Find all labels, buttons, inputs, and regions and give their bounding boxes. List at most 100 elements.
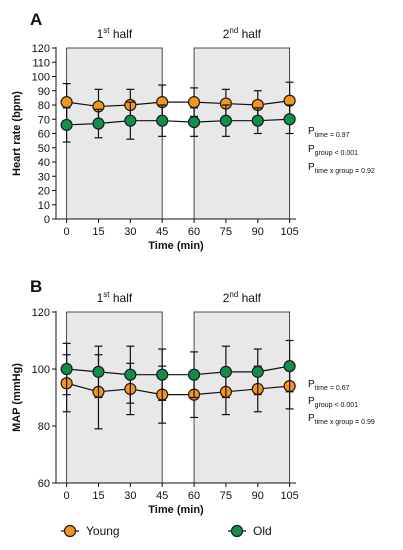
p-value: Ptime = 0.97 <box>308 126 350 139</box>
x-tick-label: 30 <box>124 226 136 238</box>
x-tick-label: 105 <box>280 226 298 238</box>
data-point <box>187 96 201 109</box>
p-result: = 0.99 <box>353 419 375 426</box>
y-tick-label: 90 <box>38 86 50 98</box>
x-tick-label: 90 <box>252 226 264 238</box>
x-axis-title: Time (min) <box>148 240 204 252</box>
data-point <box>60 362 73 376</box>
data-point <box>124 368 137 381</box>
p-value: Ptime x group = 0.99 <box>308 413 375 426</box>
data-point <box>219 365 233 378</box>
p-value: Ptime x group = 0.92 <box>308 162 375 175</box>
series-old <box>60 101 296 143</box>
panel-label: A <box>30 10 42 29</box>
legend-marker <box>63 524 77 538</box>
p-value: Pgroup < 0.001 <box>308 396 358 409</box>
half-word: half <box>238 27 261 41</box>
data-point <box>283 360 296 373</box>
half-word: half <box>238 291 261 305</box>
p-subscript: time x group <box>315 168 354 175</box>
y-tick-label: 70 <box>38 114 50 126</box>
y-tick-label: 0 <box>44 214 50 226</box>
half-number: 2 <box>223 291 230 305</box>
y-tick-label: 100 <box>32 364 50 376</box>
half-label: 1st half <box>97 26 133 41</box>
data-point <box>251 365 264 378</box>
half-ordinal: nd <box>229 26 238 35</box>
y-tick-label: 80 <box>38 421 50 433</box>
data-point <box>156 114 169 127</box>
p-symbol: P <box>308 162 315 173</box>
legend-marker <box>230 524 244 538</box>
p-symbol: P <box>308 126 315 137</box>
x-tick-label: 90 <box>252 490 264 502</box>
half-shade <box>66 311 163 484</box>
p-symbol: P <box>308 396 315 407</box>
x-tick-label: 45 <box>156 226 168 238</box>
x-tick-label: 75 <box>220 226 232 238</box>
p-value: Pgroup < 0.001 <box>308 144 358 157</box>
p-subscript: group <box>315 150 333 157</box>
data-point <box>156 368 169 381</box>
data-point <box>187 368 201 381</box>
p-subscript: time <box>315 385 328 392</box>
data-point <box>60 118 73 132</box>
x-tick-label: 75 <box>220 490 232 502</box>
y-tick-label: 30 <box>38 171 50 183</box>
p-result: = 0.97 <box>328 132 350 139</box>
data-point <box>251 114 264 127</box>
y-tick-label: 100 <box>32 72 50 84</box>
y-tick-label: 80 <box>38 100 50 112</box>
x-tick-label: 45 <box>156 490 168 502</box>
y-tick-label: 120 <box>32 43 50 55</box>
p-subscript: time <box>315 132 328 139</box>
p-result: = 0.92 <box>353 168 375 175</box>
half-ordinal: st <box>103 26 110 35</box>
x-tick-label: 60 <box>188 226 200 238</box>
p-subscript: group <box>315 402 333 409</box>
half-label: 1st half <box>97 290 133 305</box>
y-tick-label: 20 <box>38 186 50 198</box>
x-tick-label: 30 <box>124 490 136 502</box>
y-tick-label: 110 <box>32 57 50 69</box>
y-axis-title: Heart rate (bpm) <box>11 91 23 176</box>
half-shade <box>66 47 163 220</box>
y-tick-label: 120 <box>32 307 50 319</box>
y-tick-label: 40 <box>38 157 50 169</box>
data-point <box>60 96 73 109</box>
half-number: 2 <box>223 27 230 41</box>
half-ordinal: nd <box>229 290 238 299</box>
half-ordinal: st <box>103 290 110 299</box>
data-point <box>219 114 233 127</box>
y-tick-label: 60 <box>38 478 50 490</box>
x-tick-label: 0 <box>64 490 70 502</box>
half-word: half <box>110 291 133 305</box>
legend: Young Old <box>61 524 272 538</box>
p-result: < 0.001 <box>333 150 359 157</box>
p-subscript: time x group <box>315 419 354 426</box>
series-old <box>60 339 296 404</box>
x-tick-label: 0 <box>64 226 70 238</box>
y-tick-label: 50 <box>38 143 50 155</box>
p-result: = 0.67 <box>328 385 350 392</box>
half-shade <box>193 47 291 220</box>
p-value: Ptime = 0.67 <box>308 379 350 392</box>
y-tick-label: 10 <box>38 200 50 212</box>
half-label: 2nd half <box>223 290 262 305</box>
half-number: 1 <box>97 27 104 41</box>
y-tick-label: 60 <box>38 129 50 141</box>
y-axis-title: MAP (mmHg) <box>11 363 23 432</box>
x-tick-label: 60 <box>188 490 200 502</box>
p-symbol: P <box>308 379 315 390</box>
x-tick-label: 15 <box>92 226 104 238</box>
legend-label: Old <box>253 524 272 538</box>
p-result: < 0.001 <box>333 402 359 409</box>
half-label: 2nd half <box>223 26 262 41</box>
p-symbol: P <box>308 144 315 155</box>
data-point <box>187 115 201 129</box>
legend-label: Young <box>86 524 120 538</box>
data-point <box>124 114 137 127</box>
